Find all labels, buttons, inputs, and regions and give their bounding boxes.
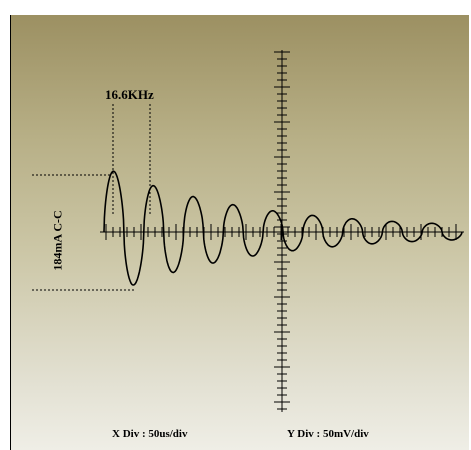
x-division-label: X Div : 50us/div <box>112 428 188 440</box>
frequency-label: 16.6KHz <box>105 87 154 102</box>
x-axis-ticks <box>105 224 457 240</box>
y-division-label: Y Div : 50mV/div <box>287 428 369 440</box>
amplitude-label: 184mA C-C <box>50 210 65 271</box>
waveform-trace <box>103 170 463 286</box>
